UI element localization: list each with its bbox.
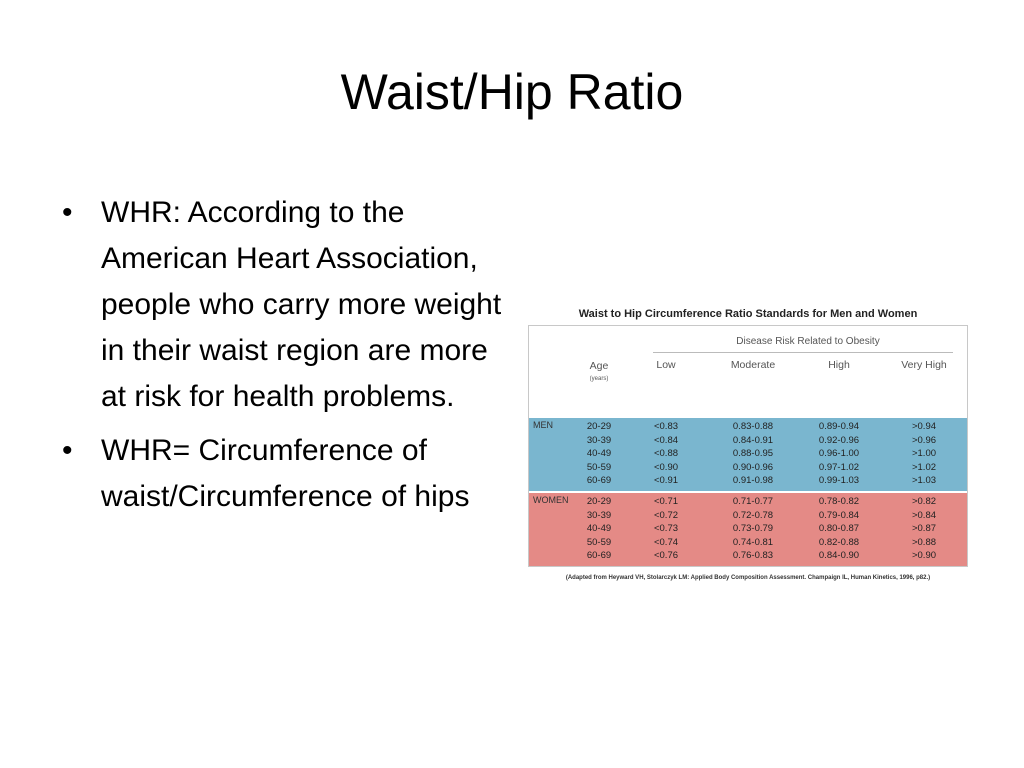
ratio-cell: <0.90 bbox=[653, 461, 679, 473]
col-moderate: Moderate bbox=[730, 359, 776, 371]
age-cell: 40-49 bbox=[586, 448, 612, 459]
bullet-item: • WHR: According to the American Heart A… bbox=[62, 190, 502, 420]
ratio-cell: 0.99-1.03 bbox=[818, 475, 860, 486]
ratio-cell: >1.00 bbox=[911, 448, 937, 459]
table-row: 20-29 <0.83 0.83-0.88 0.89-0.94 >0.94 bbox=[529, 421, 967, 434]
ratio-cell: >1.02 bbox=[911, 461, 937, 473]
ratio-cell: >1.03 bbox=[911, 475, 937, 486]
bullet-text: WHR: According to the American Heart Ass… bbox=[101, 196, 502, 413]
group-label-men: MEN bbox=[533, 420, 553, 430]
age-cell: 60-69 bbox=[586, 475, 612, 486]
ratio-cell: 0.80-0.87 bbox=[818, 523, 860, 534]
age-cell: 50-59 bbox=[586, 461, 612, 473]
col-high: High bbox=[828, 359, 850, 371]
table-source-citation: (Adapted from Heyward VH, Stolarczyk LM:… bbox=[565, 575, 931, 581]
ratio-cell: <0.91 bbox=[653, 475, 679, 486]
table-row: 50-59 <0.90 0.90-0.96 0.97-1.02 >1.02 bbox=[529, 462, 967, 475]
ratio-cell: <0.83 bbox=[653, 421, 679, 432]
ratio-cell: 0.88-0.95 bbox=[732, 448, 774, 459]
ratio-cell: 0.96-1.00 bbox=[818, 448, 860, 459]
age-cell: 20-29 bbox=[586, 496, 612, 507]
ratio-cell: 0.73-0.79 bbox=[732, 523, 774, 534]
ratio-cell: >0.94 bbox=[911, 421, 937, 432]
col-very-high: Very High bbox=[901, 359, 947, 371]
age-header: Age bbox=[589, 360, 609, 372]
ratio-cell: 0.92-0.96 bbox=[818, 434, 860, 446]
ratio-cell: <0.76 bbox=[653, 550, 679, 561]
ratio-cell: 0.78-0.82 bbox=[818, 496, 860, 507]
group-label-women: WOMEN bbox=[533, 495, 569, 505]
disease-risk-header: Disease Risk Related to Obesity bbox=[736, 336, 880, 347]
ratio-cell: <0.88 bbox=[653, 448, 679, 459]
ratio-cell: >0.90 bbox=[911, 550, 937, 561]
ratio-cell: 0.90-0.96 bbox=[732, 461, 774, 473]
table-row: 40-49 <0.88 0.88-0.95 0.96-1.00 >1.00 bbox=[529, 448, 967, 461]
ratio-cell: <0.84 bbox=[653, 434, 679, 446]
ratio-cell: >0.88 bbox=[911, 536, 937, 548]
ratio-cell: <0.72 bbox=[653, 509, 679, 521]
ratio-cell: >0.87 bbox=[911, 523, 937, 534]
table-row: 20-29 <0.71 0.71-0.77 0.78-0.82 >0.82 bbox=[529, 496, 967, 509]
ratio-cell: <0.74 bbox=[653, 536, 679, 548]
bullet-glyph: • bbox=[62, 434, 73, 467]
table-title: Waist to Hip Circumference Ratio Standar… bbox=[578, 308, 918, 320]
ratio-cell: 0.82-0.88 bbox=[818, 536, 860, 548]
ratio-cell: 0.71-0.77 bbox=[732, 496, 774, 507]
slide-title: Waist/Hip Ratio bbox=[340, 64, 684, 120]
ratio-cell: 0.97-1.02 bbox=[818, 461, 860, 473]
table-row: 40-49 <0.73 0.73-0.79 0.80-0.87 >0.87 bbox=[529, 523, 967, 536]
bullet-list: • WHR: According to the American Heart A… bbox=[62, 190, 502, 528]
ratio-cell: 0.89-0.94 bbox=[818, 421, 860, 432]
table-row: 50-59 <0.74 0.74-0.81 0.82-0.88 >0.88 bbox=[529, 537, 967, 550]
whr-standards-table: Disease Risk Related to Obesity Age (yea… bbox=[528, 325, 968, 567]
header-divider bbox=[653, 352, 953, 353]
ratio-cell: 0.72-0.78 bbox=[732, 509, 774, 521]
ratio-cell: 0.84-0.91 bbox=[732, 434, 774, 446]
age-cell: 30-39 bbox=[586, 509, 612, 521]
age-cell: 60-69 bbox=[586, 550, 612, 561]
age-unit: (years) bbox=[589, 376, 609, 382]
table-row: 30-39 <0.84 0.84-0.91 0.92-0.96 >0.96 bbox=[529, 435, 967, 448]
bullet-glyph: • bbox=[62, 196, 73, 229]
ratio-cell: 0.79-0.84 bbox=[818, 509, 860, 521]
ratio-cell: >0.84 bbox=[911, 509, 937, 521]
men-group: MEN 20-29 <0.83 0.83-0.88 0.89-0.94 >0.94 30-… bbox=[529, 418, 967, 491]
ratio-cell: 0.76-0.83 bbox=[732, 550, 774, 561]
women-group: WOMEN 20-29 <0.71 0.71-0.77 0.78-0.82 >0.82 3… bbox=[529, 491, 967, 566]
age-cell: 30-39 bbox=[586, 434, 612, 446]
table-row: 60-69 <0.91 0.91-0.98 0.99-1.03 >1.03 bbox=[529, 475, 967, 488]
whr-standards-figure: Waist to Hip Circumference Ratio Standar… bbox=[528, 303, 968, 581]
ratio-cell: 0.83-0.88 bbox=[732, 421, 774, 432]
age-cell: 20-29 bbox=[586, 421, 612, 432]
ratio-cell: 0.74-0.81 bbox=[732, 536, 774, 548]
bullet-item: • WHR= Circumference of waist/Circumfere… bbox=[62, 428, 502, 520]
age-cell: 40-49 bbox=[586, 523, 612, 534]
ratio-cell: <0.73 bbox=[653, 523, 679, 534]
table-row: 30-39 <0.72 0.72-0.78 0.79-0.84 >0.84 bbox=[529, 510, 967, 523]
ratio-cell: 0.84-0.90 bbox=[818, 550, 860, 561]
ratio-cell: <0.71 bbox=[653, 496, 679, 507]
table-header: Disease Risk Related to Obesity Age (yea… bbox=[529, 326, 967, 418]
ratio-cell: >0.96 bbox=[911, 434, 937, 446]
ratio-cell: >0.82 bbox=[911, 496, 937, 507]
table-row: 60-69 <0.76 0.76-0.83 0.84-0.90 >0.90 bbox=[529, 550, 967, 563]
bullet-text: WHR= Circumference of waist/Circumferenc… bbox=[101, 434, 470, 513]
col-low: Low bbox=[656, 359, 676, 371]
ratio-cell: 0.91-0.98 bbox=[732, 475, 774, 486]
age-cell: 50-59 bbox=[586, 536, 612, 548]
